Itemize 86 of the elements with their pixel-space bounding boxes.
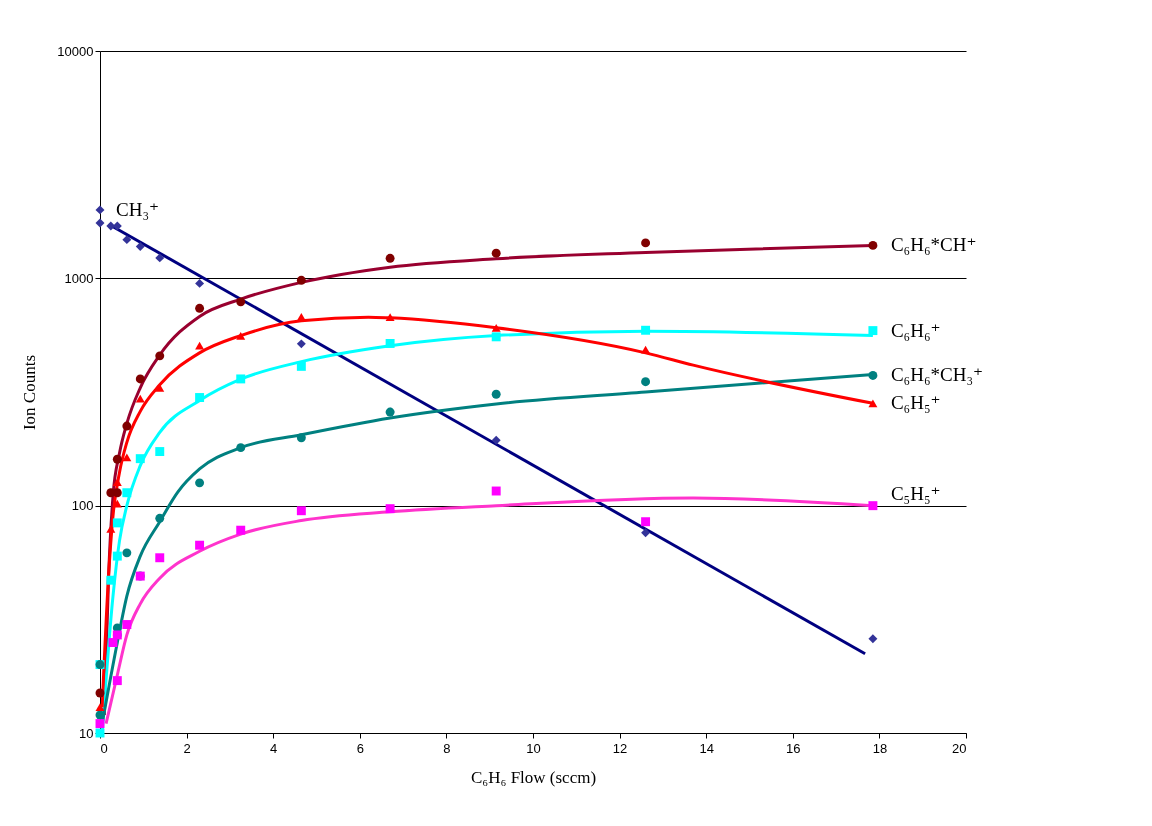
point [95,205,105,215]
x-tick-label: 18 [872,740,888,756]
point [641,528,651,538]
point [236,443,246,453]
y-tick-label: 100 [71,498,94,514]
point [155,513,165,523]
point [236,374,246,384]
point [296,506,306,516]
point [491,435,501,445]
point [195,303,205,313]
x-tick-label: 6 [356,740,364,756]
point [385,338,395,348]
point [641,377,651,387]
point [122,235,132,245]
point [296,361,306,371]
x-tick-label: 2 [183,740,191,756]
x-axis-title: C₆H₆ Flow (sccm) [470,767,597,787]
series-label: C₆H₅⁺ [890,392,941,414]
point [868,240,878,250]
point [112,478,122,486]
point [112,551,122,561]
series-label: C₅H₅⁺ [890,482,941,504]
point [296,433,306,443]
point [155,351,165,361]
point [95,703,105,711]
point [122,488,132,498]
x-tick-label: 20 [952,740,967,756]
series-label: C₆H₆*CH₃⁺ [890,364,984,386]
point [135,242,145,252]
point [491,486,501,496]
point [491,323,501,332]
point [491,389,501,399]
y-tick-label: 10 [79,725,94,741]
point [95,719,105,729]
point [195,278,205,288]
point [236,332,246,340]
point [385,313,395,322]
point [122,620,132,630]
point [95,218,105,228]
point [95,688,105,698]
x-tick-label: 14 [699,740,714,756]
y-tick-label: 1000 [64,270,94,286]
x-tick-label: 8 [443,740,451,756]
point [236,525,246,535]
x-tick-label: 4 [270,740,278,756]
x-tick-label: 12 [612,740,628,756]
series-label: C₆H₆*CH⁺ [890,234,977,256]
point [155,253,165,263]
point [112,518,122,528]
point [868,501,878,511]
point [641,325,651,335]
point [135,454,145,464]
point [641,517,651,527]
point [868,370,878,380]
point [112,454,122,464]
x-tick-label: 16 [786,740,801,756]
point [135,374,145,384]
point [385,253,395,263]
point [155,447,165,457]
point [155,553,165,563]
series-label: CH₃⁺ [116,198,160,220]
x-tick-label: 0 [100,740,108,756]
point [296,313,306,321]
point [122,453,132,462]
point [296,339,306,349]
y-tick-label: 10000 [57,43,94,59]
point [122,421,132,431]
point [112,676,122,686]
point [236,297,246,307]
point [868,634,878,644]
point [106,525,116,533]
point [122,548,132,558]
point [106,575,116,585]
point [491,248,501,258]
point [868,326,878,336]
point [195,478,205,488]
point [195,540,205,550]
y-axis-title: Ion Counts [20,354,40,431]
x-tick-label: 10 [526,740,541,756]
point [868,399,878,408]
point [641,238,651,248]
point [296,275,306,285]
point [491,332,501,342]
point [195,393,205,402]
series-label: C₆H₆⁺ [890,319,941,341]
point [385,504,395,514]
